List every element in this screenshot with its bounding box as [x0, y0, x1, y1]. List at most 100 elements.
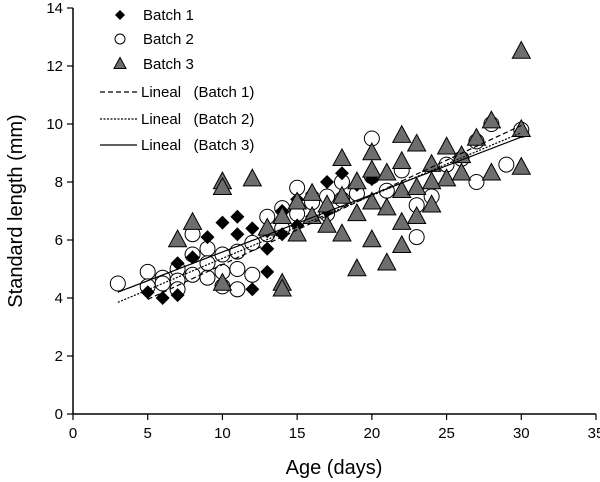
- diamond-marker: [115, 10, 125, 20]
- legend: Batch 1 Batch 2 Batch 3 Lineal (Batch 1) Lin…: [100, 7, 254, 154]
- y-tick-label: 0: [55, 406, 63, 423]
- circle-marker: [199, 269, 216, 286]
- triangle-marker: [376, 197, 397, 216]
- triangle-marker: [391, 211, 412, 230]
- circle-marker: [244, 266, 261, 283]
- triangle-marker: [272, 278, 293, 297]
- triangle-marker: [421, 194, 442, 213]
- circle-marker: [229, 281, 246, 298]
- x-tick-label: 15: [289, 425, 306, 442]
- triangle-marker: [406, 205, 427, 225]
- circle-marker: [468, 174, 485, 190]
- legend-label: Batch 1: [143, 7, 194, 24]
- triangle-marker: [347, 258, 367, 277]
- triangle-marker: [391, 179, 412, 198]
- diamond-marker: [245, 221, 260, 236]
- triangle-marker: [347, 171, 367, 190]
- x-tick-label: 5: [144, 425, 152, 442]
- diamond-marker: [245, 282, 260, 297]
- triangle-marker: [182, 211, 203, 230]
- triangle-marker: [332, 185, 352, 204]
- circle-marker: [139, 263, 156, 280]
- triangle-marker: [302, 182, 322, 201]
- y-tick-label: 6: [55, 232, 63, 249]
- triangle-marker: [362, 142, 382, 161]
- data-points: [109, 40, 532, 305]
- diamond-marker: [170, 288, 185, 303]
- triangle-marker: [167, 229, 188, 248]
- triangle-marker: [376, 252, 397, 271]
- triangle-marker: [212, 176, 233, 196]
- axes: 0 5 10 15 20 25 30 35 0 2 4 6 8 10 12 14: [46, 0, 600, 442]
- triangle-marker: [332, 147, 352, 167]
- x-tick-label: 35: [588, 425, 600, 442]
- triangle-marker: [511, 156, 532, 175]
- triangle-marker: [287, 191, 307, 210]
- triangle-marker: [362, 229, 382, 248]
- y-tick-label: 12: [46, 58, 63, 75]
- legend-label: Batch 3: [143, 56, 194, 73]
- fit-line: [117, 132, 522, 303]
- triangle-marker: [332, 223, 352, 242]
- triangle-marker: [362, 159, 382, 178]
- circle-marker: [408, 229, 425, 246]
- legend-label: Lineal (Batch 2): [141, 111, 254, 128]
- x-tick-label: 25: [438, 425, 455, 442]
- circle-marker: [229, 261, 246, 277]
- triangle-marker: [406, 133, 427, 152]
- legend-label: Lineal (Batch 3): [141, 137, 254, 154]
- triangle-marker: [317, 214, 337, 233]
- diamond-marker: [230, 209, 245, 224]
- x-tick-label: 30: [513, 425, 530, 442]
- triangle-marker: [212, 272, 233, 291]
- fit-lines: [117, 124, 522, 303]
- y-tick-label: 2: [55, 348, 63, 365]
- triangle-marker: [362, 191, 382, 210]
- circle-marker: [109, 275, 126, 292]
- triangle-marker: [242, 168, 263, 187]
- diamond-marker: [215, 215, 230, 230]
- x-tick-label: 20: [364, 425, 381, 442]
- y-tick-label: 14: [46, 0, 63, 17]
- triangle-marker: [347, 202, 367, 222]
- circle-marker: [114, 33, 126, 45]
- diamond-marker: [334, 166, 349, 181]
- triangle-marker: [391, 124, 412, 143]
- y-tick-label: 10: [46, 116, 63, 133]
- circle-marker: [184, 266, 201, 283]
- diamond-marker: [320, 175, 335, 189]
- triangle-marker: [466, 127, 487, 146]
- triangle-marker: [391, 150, 412, 169]
- triangle-marker: [451, 162, 472, 181]
- triangle-marker: [287, 223, 307, 242]
- x-axis-label: Age (days): [286, 457, 383, 479]
- triangle-marker: [436, 168, 457, 187]
- y-tick-label: 8: [55, 174, 63, 191]
- legend-label: Batch 2: [143, 31, 194, 48]
- triangle-marker: [481, 110, 502, 129]
- diamond-marker: [230, 227, 245, 242]
- triangle-marker: [511, 40, 532, 59]
- triangle-marker: [481, 162, 502, 181]
- y-tick-label: 4: [55, 290, 63, 307]
- diamond-marker: [170, 256, 185, 271]
- triangle-marker: [272, 205, 293, 225]
- triangle-marker: [511, 118, 532, 138]
- triangle-marker: [391, 234, 412, 254]
- legend-label: Lineal (Batch 1): [141, 84, 254, 101]
- triangle-marker: [421, 171, 442, 190]
- triangle-marker: [113, 56, 127, 69]
- triangle-marker: [436, 136, 457, 155]
- triangle-marker: [376, 162, 397, 181]
- fit-line: [147, 124, 522, 300]
- diamond-marker: [185, 250, 200, 265]
- x-tick-label: 10: [214, 425, 231, 442]
- diamond-marker: [200, 230, 215, 245]
- circle-marker: [498, 156, 515, 173]
- triangle-marker: [406, 176, 427, 196]
- y-axis-label: Standard length (mm): [5, 114, 27, 307]
- x-tick-label: 0: [69, 425, 77, 442]
- fit-line: [117, 136, 522, 293]
- diamond-marker: [260, 264, 275, 279]
